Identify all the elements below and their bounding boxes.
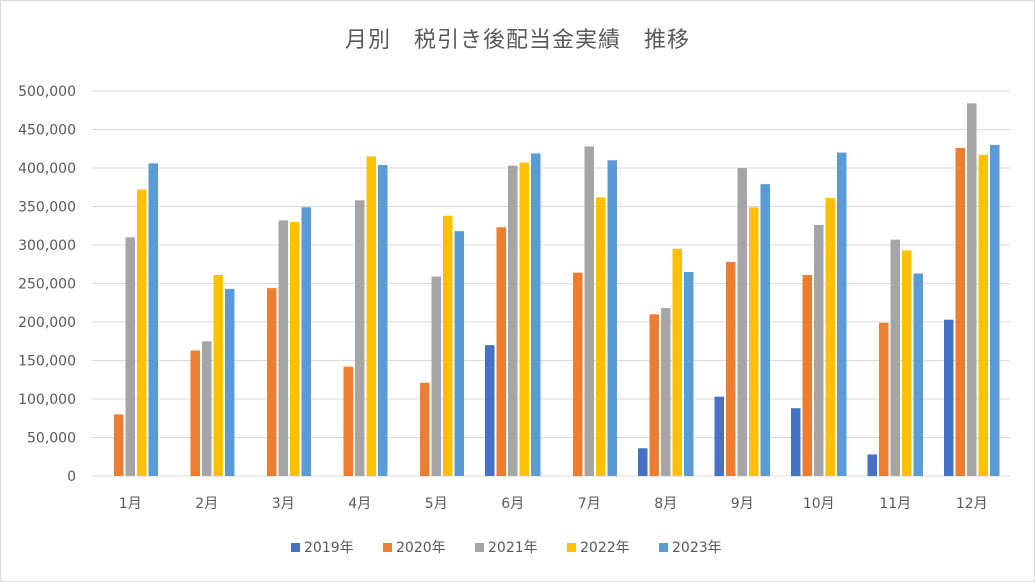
y-tick-label: 400,000 [18, 161, 76, 177]
y-tick-label: 250,000 [18, 277, 76, 293]
bar [944, 319, 954, 476]
bar [508, 165, 518, 476]
legend-swatch [475, 543, 484, 552]
bar [802, 275, 812, 476]
x-tick-label: 5月 [425, 496, 448, 512]
y-tick-label: 100,000 [18, 392, 76, 408]
x-tick-label: 4月 [348, 496, 371, 512]
x-tick-label: 3月 [272, 496, 295, 512]
bar [760, 184, 770, 477]
legend-swatch [567, 543, 576, 552]
x-tick-label: 8月 [654, 496, 677, 512]
bar [978, 154, 988, 476]
bar [661, 308, 671, 476]
bar [519, 162, 529, 477]
bar [190, 350, 200, 476]
bar [990, 144, 1000, 476]
y-tick-label: 50,000 [27, 431, 76, 447]
bar [125, 237, 135, 476]
y-axis: 0 50,000 100,000 150,000 200,000 250,000 300,0… [18, 84, 76, 485]
gridlines [92, 90, 1010, 477]
bar [714, 396, 724, 476]
bar [114, 414, 124, 476]
x-tick-label: 2月 [195, 496, 218, 512]
bar [378, 164, 388, 477]
y-tick-label: 300,000 [18, 238, 76, 254]
legend-label: 2022年 [580, 540, 630, 556]
y-tick-label: 150,000 [18, 354, 76, 370]
bar [967, 103, 977, 476]
bar [814, 224, 824, 476]
bar [584, 146, 594, 476]
x-tick-label: 9月 [731, 496, 754, 512]
x-tick-label: 7月 [578, 496, 601, 512]
legend: 2019年 2020年 2021年 2022年 2023年 [291, 540, 722, 556]
bar [825, 198, 835, 476]
legend-label: 2023年 [672, 540, 722, 556]
chart-title: 月別 税引き後配当金実績 推移 [344, 28, 690, 53]
bar [791, 408, 801, 476]
bar [213, 275, 223, 476]
bar [638, 448, 648, 476]
legend-swatch [383, 543, 392, 552]
bar [355, 200, 365, 476]
bar [278, 220, 288, 476]
bar [607, 160, 617, 477]
bar [431, 276, 441, 476]
legend-label: 2019年 [304, 540, 354, 556]
bar [913, 273, 923, 476]
x-tick-label: 11月 [879, 496, 911, 512]
bar [290, 221, 300, 476]
bar [749, 207, 759, 476]
legend-swatch [659, 543, 668, 552]
bar [684, 271, 694, 476]
legend-label: 2020年 [396, 540, 446, 556]
x-tick-label: 1月 [119, 496, 142, 512]
y-tick-label: 350,000 [18, 200, 76, 216]
bar [225, 288, 235, 476]
x-tick-label: 6月 [501, 496, 524, 512]
bar [955, 147, 965, 477]
bar [890, 239, 900, 476]
y-tick-label: 200,000 [18, 315, 76, 331]
legend-label: 2021年 [488, 540, 538, 556]
bar [837, 152, 847, 476]
bar [454, 231, 464, 476]
bar [148, 163, 158, 476]
bar [202, 341, 212, 476]
bar [902, 250, 912, 476]
bar [267, 288, 277, 476]
bar [485, 345, 495, 476]
bar [443, 215, 453, 477]
bar [596, 197, 606, 476]
bar [672, 248, 682, 476]
bar [879, 322, 889, 476]
y-tick-label: 450,000 [18, 123, 76, 139]
y-tick-label: 500,000 [18, 84, 76, 100]
bar [531, 153, 541, 476]
bar [343, 366, 353, 476]
bars [114, 103, 1000, 477]
x-tick-label: 12月 [956, 496, 988, 512]
x-tick-label: 10月 [803, 496, 835, 512]
legend-swatch [291, 543, 300, 552]
bar [301, 207, 311, 476]
bar [366, 156, 376, 476]
bar [867, 454, 877, 476]
bar [496, 227, 506, 476]
bar [137, 189, 147, 476]
bar [737, 168, 747, 476]
bar [420, 382, 430, 476]
bar [573, 272, 583, 476]
y-tick-label: 0 [67, 469, 76, 485]
x-axis: 1月 2月 3月 4月 5月 6月 7月 8月 9月 10月 11月 12月 [119, 496, 988, 512]
bar [649, 314, 659, 476]
bar [726, 261, 736, 476]
